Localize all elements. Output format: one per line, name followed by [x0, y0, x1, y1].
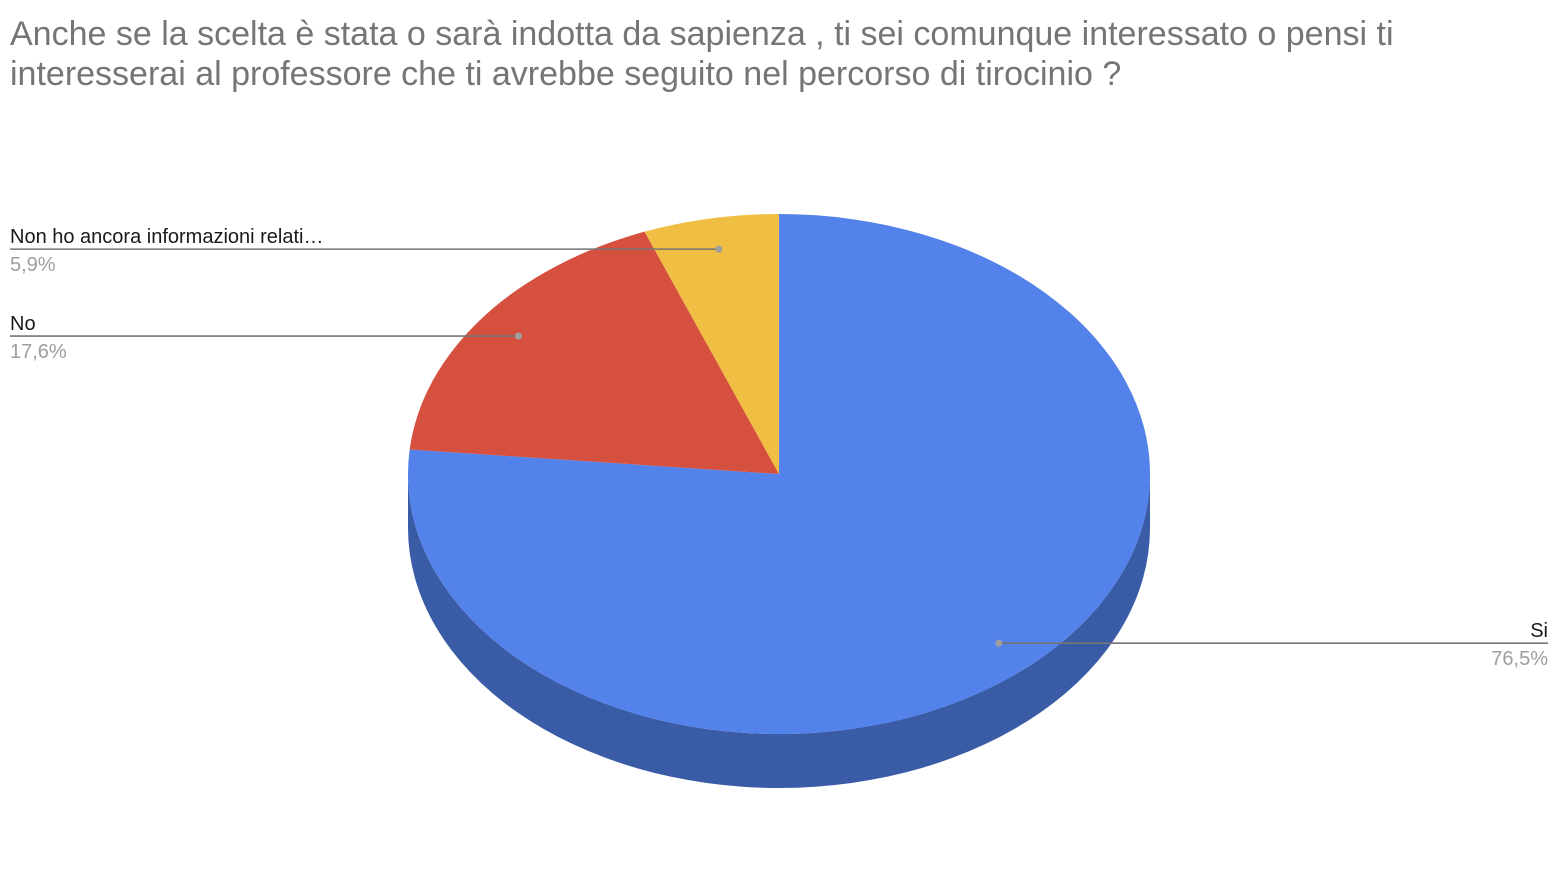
- slice-percent-3: 5,9%: [10, 254, 56, 276]
- slice-label-1: Si: [1530, 620, 1548, 642]
- leader-dot-2: [515, 332, 523, 340]
- slice-percent-1: 76,5%: [1491, 648, 1548, 670]
- pie-slice-2: [409, 231, 779, 474]
- slice-percent-2: 17,6%: [10, 341, 67, 363]
- leader-dot-3: [715, 245, 723, 253]
- slice-label-2: No: [10, 313, 36, 335]
- chart-title: Anche se la scelta è stata o sarà indott…: [10, 15, 1394, 93]
- slice-label-3: Non ho ancora informazioni relati…: [10, 226, 324, 248]
- pie-side-1: [408, 474, 1150, 788]
- pie-side-walls: [408, 474, 1150, 788]
- leader-dot-1: [995, 639, 1003, 647]
- pie-slice-3: [644, 214, 779, 474]
